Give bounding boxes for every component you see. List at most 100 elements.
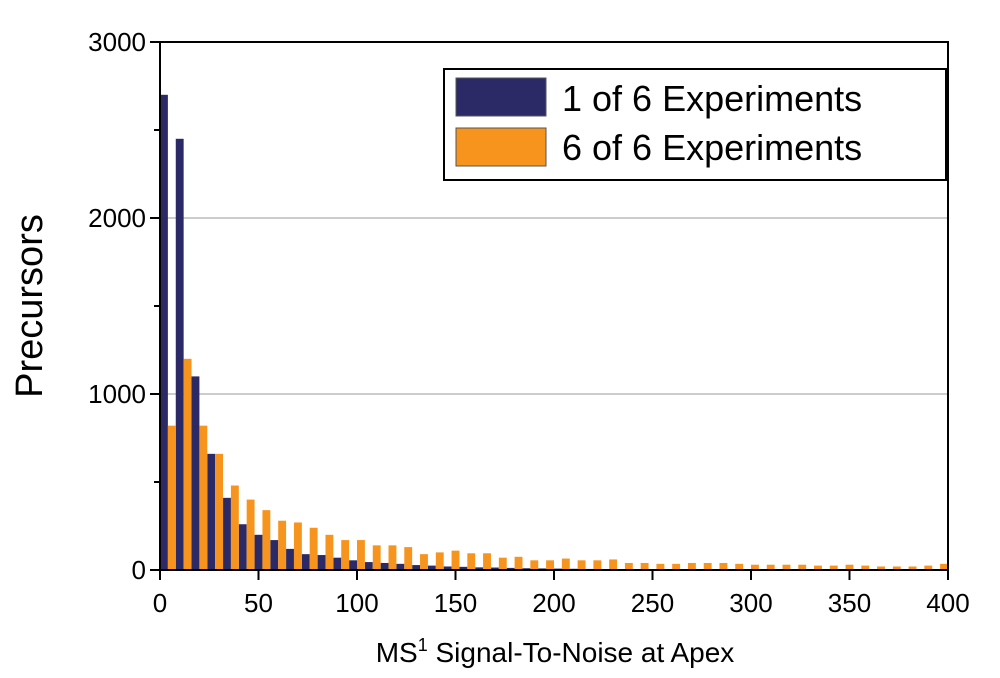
bar-series2-bin-192 [546,560,554,570]
bar-series2-bin-160 [483,553,491,570]
bar-series1-bin-120 [396,563,405,570]
bar-series1-bin-96 [349,560,357,570]
bar-series1-bin-112 [380,562,389,570]
bar-series2-bin-352 [861,565,870,570]
bar-series2-bin-48 [262,510,271,570]
bar-series1-bin-88 [333,557,342,570]
bar-series2-bin-72 [309,527,318,570]
bar-series2-bin-344 [845,564,854,570]
x-axis-title-superscript: 1 [418,635,428,655]
bar-series2-bin-304 [766,564,775,570]
bar-series2-bin-64 [293,522,302,570]
bar-series2-bin-296 [751,564,759,570]
bars-group [160,94,948,571]
bar-series2-bin-368 [892,566,901,570]
bar-series2-bin-168 [498,557,507,570]
bar-series1-bin-16 [191,376,200,570]
x-tick-label-200: 200 [532,588,575,618]
bar-series2-bin-256 [672,563,681,570]
y-axis-title: Precursors [9,214,51,398]
legend-label-1-of-6: 1 of 6 Experiments [562,78,862,119]
x-tick-label-400: 400 [926,588,969,618]
bar-series1-bin-72 [301,554,310,570]
y-tick-label-1000: 1000 [88,379,146,409]
bar-series2-bin-120 [404,547,413,570]
bar-series2-bin-176 [514,556,523,570]
y-tick-label-3000: 3000 [88,27,146,57]
bar-series2-bin-96 [357,540,365,570]
bar-series2-bin-8 [183,358,192,570]
x-tick-label-350: 350 [828,588,871,618]
bar-series1-bin-32 [223,497,231,570]
bar-series2-bin-128 [420,554,428,570]
bar-series2-bin-384 [924,565,933,570]
bar-series1-bin-48 [254,534,263,570]
bar-series2-bin-112 [388,545,397,570]
bar-series2-bin-104 [372,545,381,570]
bar-series1-bin-152 [459,566,468,570]
tick-labels: 0 50 100 150 200 250 300 350 400 0 1000 2000 3000 [88,27,970,618]
bar-series2-bin-328 [814,565,822,570]
bar-series2-bin-152 [467,553,476,570]
x-tick-label-0: 0 [153,588,167,618]
bar-series2-bin-272 [703,562,712,570]
bar-series2-bin-16 [199,425,208,570]
bar-series2-bin-288 [735,563,744,570]
x-tick-label-50: 50 [244,588,273,618]
bar-series2-bin-184 [530,560,539,570]
bar-series2-bin-32 [230,485,239,570]
bar-series1-bin-0 [160,94,168,571]
x-tick-label-250: 250 [631,588,674,618]
bar-series1-bin-176 [506,567,515,570]
bar-series2-bin-24 [215,453,224,570]
bar-series2-bin-200 [561,558,570,570]
bar-series2-bin-336 [829,565,838,570]
bar-series1-bin-160 [475,567,484,570]
bar-series1-bin-128 [412,565,421,570]
bar-series2-bin-88 [341,540,350,570]
bar-series1-bin-80 [317,555,326,570]
gridlines [160,217,948,395]
legend-label-6-of-6: 6 of 6 Experiments [562,127,862,168]
bar-series2-bin-360 [877,566,885,570]
bar-series2-bin-264 [687,562,696,570]
bar-series1-bin-104 [364,562,373,570]
bar-series2-bin-40 [246,499,255,570]
bar-series2-bin-320 [798,564,807,570]
bar-series2-bin-312 [782,564,791,570]
x-axis-title-main: MS [376,637,418,668]
bar-series2-bin-240 [640,562,649,570]
bar-series2-bin-392 [940,563,948,570]
legend: 1 of 6 Experiments 6 of 6 Experiments [443,68,947,181]
x-tick-label-150: 150 [434,588,477,618]
bar-series2-bin-232 [624,562,633,570]
bar-series2-bin-280 [719,562,728,570]
y-tick-label-0: 0 [132,555,146,585]
bar-series2-bin-376 [908,566,917,570]
axis-ticks [150,41,949,580]
x-tick-label-300: 300 [729,588,772,618]
bar-series1-bin-64 [286,548,294,570]
bar-series1-bin-8 [175,138,184,571]
bar-series1-bin-24 [207,453,216,570]
x-tick-label-100: 100 [335,588,378,618]
bar-series1-bin-168 [490,567,499,570]
bar-series2-bin-56 [278,520,287,570]
bar-series1-bin-144 [443,566,452,570]
y-tick-label-2000: 2000 [88,203,146,233]
bar-series1-bin-56 [270,540,279,570]
legend-swatch-6-of-6 [455,127,547,167]
legend-swatch-1-of-6 [455,77,547,117]
bar-series2-bin-216 [593,560,602,570]
x-axis-title-rest: Signal-To-Noise at Apex [428,637,735,668]
bar-series2-bin-208 [577,560,586,570]
bar-series2-bin-0 [167,425,176,570]
bar-series2-bin-144 [451,550,460,570]
bar-series1-bin-136 [427,565,436,570]
bar-series2-bin-136 [435,552,444,570]
bar-series1-bin-40 [238,524,247,570]
bar-series2-bin-224 [609,559,618,570]
bar-series2-bin-80 [325,534,334,570]
bar-series2-bin-248 [656,563,665,570]
